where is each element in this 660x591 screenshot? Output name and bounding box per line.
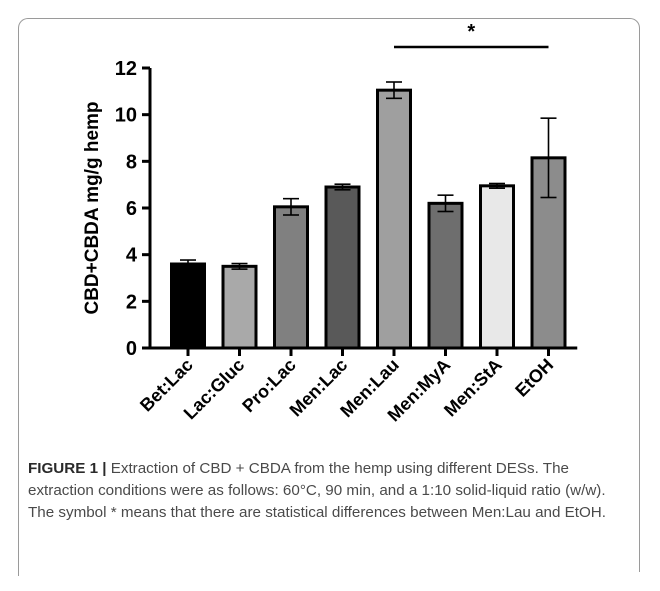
y-tick-label: 0: [126, 338, 137, 360]
bar-chart: 0 2 4 6 8 10 12 Bet:LacLac:GlucPro:LacMen:LacM…: [82, 21, 578, 425]
y-tick-label: 6: [126, 198, 137, 220]
y-axis-label: CBD+CBDA mg/g hemp: [82, 101, 103, 314]
frame-edge: [18, 540, 19, 576]
bar-men-lac: [324, 185, 361, 350]
bar-lac-gluc: [221, 264, 258, 350]
significance-annotation: *: [394, 21, 549, 49]
caption-lead: FIGURE 1 |: [28, 460, 107, 477]
y-tick-label: 12: [115, 58, 137, 80]
bar-bet-lac: [170, 262, 206, 350]
caption-text: Extraction of CBD + CBDA from the hemp u…: [28, 460, 606, 521]
significance-label: *: [467, 21, 475, 43]
x-tick-label: EtOH: [511, 355, 557, 401]
y-tick-label: 10: [115, 105, 137, 127]
bar-pro-lac: [273, 205, 309, 350]
y-tick-label: 4: [126, 245, 138, 267]
y-axis: 0 2 4 6 8 10 12: [115, 58, 152, 360]
bar-men-mya: [427, 201, 464, 350]
figure-frame: [18, 18, 640, 572]
x-axis: Bet:LacLac:GlucPro:LacMen:LacMen:LauMen:…: [136, 346, 578, 425]
y-tick-label: 2: [126, 291, 137, 313]
y-tick-label: 8: [126, 151, 137, 173]
bar-men-lau: [376, 88, 412, 350]
bars: [170, 81, 567, 350]
figure-caption: FIGURE 1 | Extraction of CBD + CBDA from…: [28, 458, 628, 524]
bar-men-sta: [479, 184, 515, 350]
